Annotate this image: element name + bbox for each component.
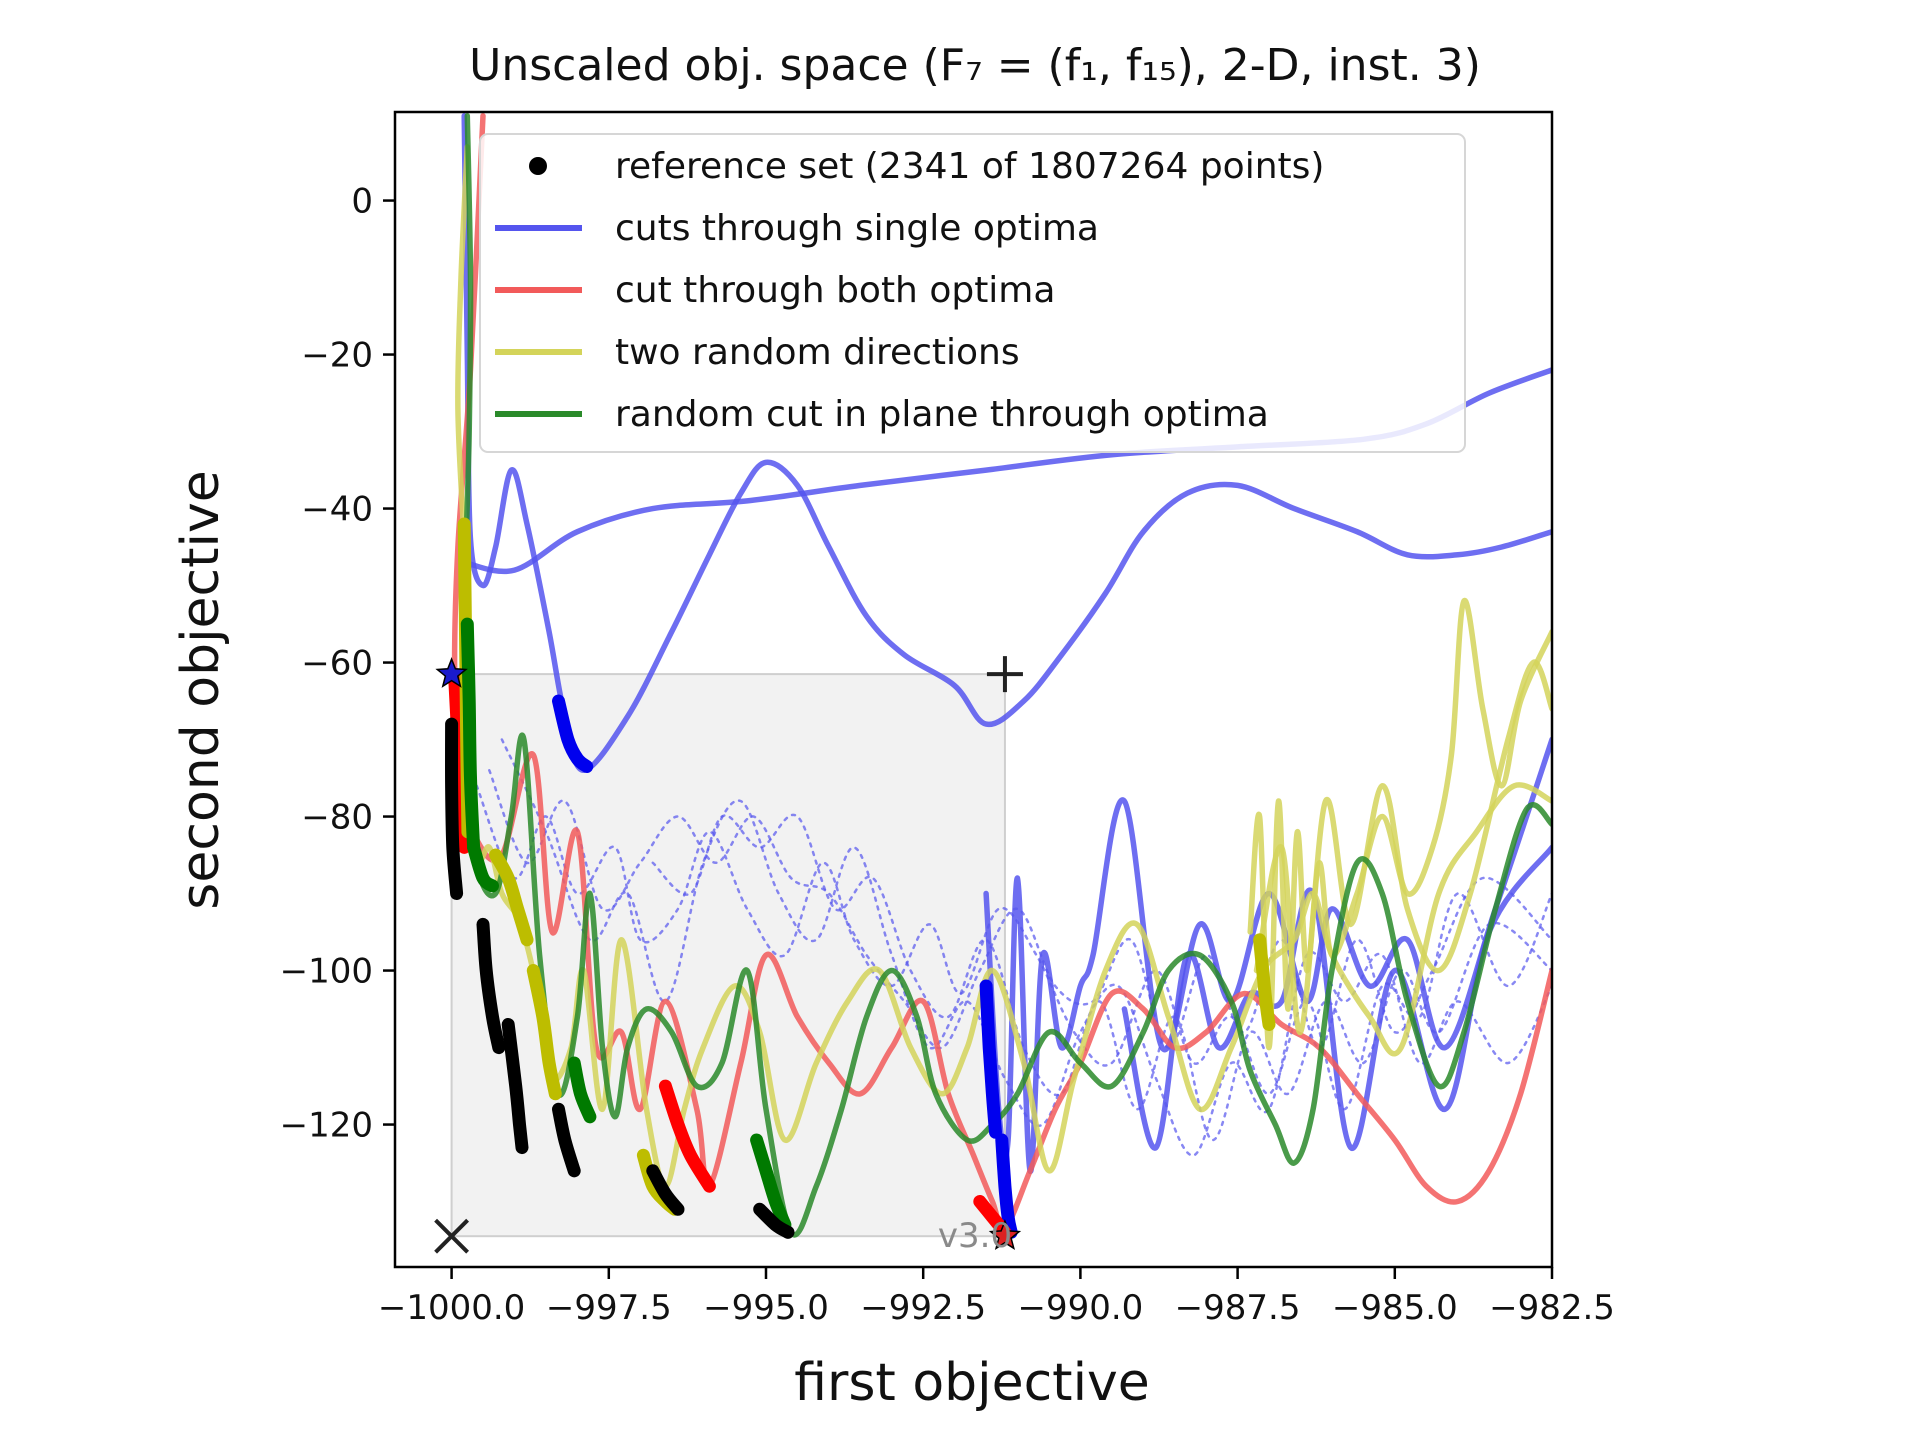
legend-entry-label: cut through both optima: [615, 270, 1055, 311]
legend-entry-label: two random directions: [615, 332, 1020, 373]
version-label: v3.0: [938, 1216, 1012, 1256]
reference-set-segment-6: [753, 1202, 795, 1239]
x-tick-label: −990.0: [1017, 1288, 1143, 1328]
cuts-through-single-optima-highlight-1: [552, 694, 594, 773]
reference-set-segment-2: [476, 917, 506, 1055]
y-tick-label: −60: [301, 644, 373, 684]
cut-through-both-optima-highlight-2: [658, 1079, 716, 1193]
x-tick-label: −995.0: [703, 1288, 829, 1328]
random-cut-in-plane-through-optima-line-1: [462, 113, 1552, 1238]
plot-frame: [393, 110, 1554, 1269]
random-cut-in-plane-through-optima-highlight-3: [750, 1133, 792, 1232]
y-tick-label: −120: [280, 1106, 373, 1146]
x-axis-label: first objective: [794, 1353, 1150, 1413]
cuts-through-single-optima-highlight-3: [995, 1133, 1018, 1239]
y-axis-label: second objective: [171, 470, 231, 909]
legend-marker-dot: [529, 157, 547, 175]
y-tick-label: 0: [351, 182, 373, 222]
legend-box: [479, 133, 1466, 453]
y-tick-label: −20: [301, 336, 373, 376]
x-tick-label: −987.5: [1175, 1288, 1301, 1328]
highlight-segments-layer: [448, 517, 1276, 1239]
series-lines-layer: [451, 113, 1552, 1238]
y-tick-label: −40: [301, 490, 373, 530]
two-random-directions-highlight-5: [1253, 933, 1276, 1031]
reference-set-layer: [445, 717, 795, 1239]
cuts-through-single-optima-line-8: [651, 813, 1552, 1142]
y-axis-ticks: 0 −20 −40 −60 −80 −100 −120: [280, 182, 395, 1146]
two-random-directions-highlight-3: [526, 964, 562, 1101]
x-tick-label: −982.5: [1489, 1288, 1615, 1328]
chart-title: Unscaled obj. space (F₇ = (f₁, f₁₅), 2-D…: [469, 40, 1481, 91]
x-tick-label: −992.5: [860, 1288, 986, 1328]
reference-set-segment-3: [501, 1018, 529, 1155]
x-axis-ticks: −1000.0 −997.5 −995.0 −992.5 −990.0 −987.5 −98…: [378, 1267, 1615, 1328]
legend: reference set (2341 of 1807264 points) cu…: [479, 133, 1466, 453]
x-tick-label: −997.5: [546, 1288, 672, 1328]
two-random-directions-highlight-2: [489, 848, 534, 947]
markers-layer: [434, 656, 1023, 1254]
random-cut-in-plane-through-optima-highlight-2: [567, 1056, 597, 1124]
legend-entry-label: random cut in plane through optima: [615, 394, 1269, 435]
two-random-directions-line-2: [1247, 598, 1552, 1051]
y-tick-label: −80: [301, 798, 373, 838]
reference-set-segment-5: [646, 1164, 685, 1216]
reference-region-box: [450, 673, 1006, 1238]
two-random-directions-line-3: [1253, 659, 1552, 1035]
cuts-through-single-optima-line-6: [488, 769, 1552, 1050]
x-tick-label: −985.0: [1332, 1288, 1458, 1328]
nadir-plus-marker: [986, 656, 1023, 693]
y-tick-label: −100: [280, 952, 373, 992]
reference-box-layer: [450, 673, 1006, 1238]
optimum-f15-star-marker: [988, 1219, 1022, 1250]
cuts-through-single-optima-line-1: [461, 113, 1552, 774]
reference-set-segment-1: [445, 717, 464, 900]
cuts-through-single-optima-highlight-2: [979, 979, 1002, 1139]
optimum-f1-star-marker: [435, 657, 468, 688]
x-tick-label: −1000.0: [378, 1288, 525, 1328]
cuts-through-single-optima-line-5: [475, 784, 1552, 1111]
legend-entry-label: cuts through single optima: [615, 208, 1099, 249]
random-cut-in-plane-through-optima-highlight-4: [467, 840, 499, 893]
legend-entry-label: reference set (2341 of 1807264 points): [615, 146, 1324, 187]
reference-set-segment-4: [552, 1102, 581, 1178]
ideal-cross-marker: [434, 1218, 470, 1254]
random-cut-in-plane-through-optima-highlight-1: [460, 617, 481, 854]
